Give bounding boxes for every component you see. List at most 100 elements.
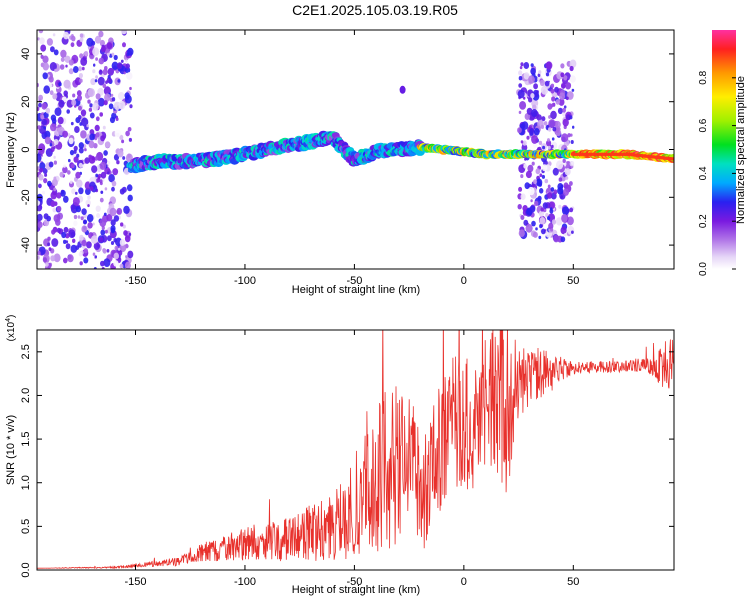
noise-blob <box>535 178 543 187</box>
noise-blob <box>99 179 103 184</box>
noise-blob <box>569 75 576 83</box>
noise-blob <box>94 79 98 83</box>
noise-blob <box>62 166 68 174</box>
noise-blob <box>86 37 94 47</box>
noise-blob <box>560 236 566 243</box>
noise-blob <box>127 47 134 56</box>
noise-blob <box>104 187 108 191</box>
noise-blob <box>530 93 535 99</box>
noise-blob <box>520 193 526 200</box>
noise-blob <box>99 197 104 203</box>
noise-blob <box>68 59 74 66</box>
noise-blob <box>541 164 548 172</box>
noise-blob <box>110 93 114 97</box>
noise-blob <box>60 189 66 197</box>
noise-blob <box>528 97 533 103</box>
noise-blob <box>50 46 55 53</box>
noise-blob <box>80 57 88 66</box>
noise-blob <box>48 83 53 88</box>
noise-blob <box>73 145 78 151</box>
noise-blob <box>107 235 112 242</box>
noise-blob <box>95 75 98 79</box>
noise-blob <box>66 109 70 114</box>
noise-blob <box>56 227 62 233</box>
noise-blob <box>118 100 126 110</box>
noise-blob <box>129 104 133 109</box>
noise-blob <box>37 106 40 111</box>
noise-blob <box>37 221 43 228</box>
noise-blob <box>540 207 544 212</box>
noise-blob <box>530 63 534 67</box>
noise-blob <box>116 160 120 165</box>
noise-blob <box>101 226 105 230</box>
noise-blob <box>125 63 130 69</box>
noise-blob <box>120 59 124 63</box>
noise-blob <box>123 205 130 214</box>
noise-blob <box>104 229 108 234</box>
noise-blob <box>541 228 546 235</box>
noise-blob <box>84 181 92 190</box>
noise-blob <box>102 68 108 76</box>
noise-blob <box>560 72 565 78</box>
noise-blob <box>558 98 565 106</box>
x-tick-label: 0 <box>461 275 467 287</box>
noise-blob <box>100 46 106 53</box>
spectrogram-x-ticks: -150 -100 -50 0 50 <box>124 30 579 287</box>
noise-blob <box>127 127 132 132</box>
noise-blob <box>117 249 123 256</box>
noise-blob <box>75 245 80 251</box>
noise-blob <box>51 238 59 247</box>
noise-blob <box>525 170 532 179</box>
colorbar-ticks: 0.0 0.2 0.4 0.6 0.8 <box>698 70 736 276</box>
noise-blob <box>38 30 44 34</box>
noise-blob <box>47 242 51 247</box>
noise-blob <box>76 179 83 188</box>
noise-blob <box>519 101 527 110</box>
noise-blob <box>538 235 542 240</box>
noise-blob <box>68 137 74 145</box>
noise-blob <box>38 146 45 155</box>
noise-blob <box>538 210 545 217</box>
x-tick-label: 50 <box>567 576 579 588</box>
noise-blob <box>107 160 111 165</box>
noise-blob <box>111 52 115 57</box>
noise-blob <box>83 248 89 254</box>
noise-blob <box>562 158 566 163</box>
noise-blob <box>115 117 119 121</box>
noise-blob <box>50 146 55 152</box>
noise-blob <box>68 229 76 239</box>
noise-blob <box>92 102 99 111</box>
noise-blob <box>534 200 539 207</box>
noise-blob <box>78 73 83 79</box>
noise-blob <box>48 76 54 83</box>
noise-blob <box>71 188 76 195</box>
noise-blob <box>72 197 80 206</box>
noise-blob <box>548 119 556 129</box>
noise-blob <box>123 230 128 236</box>
noise-blob <box>522 140 527 146</box>
noise-blob <box>542 145 546 150</box>
noise-blob <box>543 121 548 126</box>
chart-title: C2E1.2025.105.03.19.R05 <box>292 2 458 18</box>
snr-series-0 <box>37 330 674 570</box>
noise-blob <box>88 140 95 149</box>
noise-blob <box>124 235 131 243</box>
noise-blob <box>563 105 567 109</box>
noise-blob <box>110 241 115 245</box>
noise-blob <box>126 184 133 192</box>
noise-blob <box>44 136 52 145</box>
noise-blob <box>94 35 102 44</box>
noise-blob <box>565 82 572 90</box>
colorbar-tick-label: 0.6 <box>698 118 709 132</box>
colorbar-tick-label: 0.8 <box>698 70 709 84</box>
noise-blob <box>563 182 569 189</box>
noise-blob <box>116 207 123 215</box>
noise-blob <box>102 125 106 130</box>
noise-blob <box>63 79 71 89</box>
noise-blob <box>71 35 76 42</box>
noise-blob <box>62 239 67 244</box>
noise-blob <box>99 112 103 117</box>
noise-blob <box>107 67 115 76</box>
noise-blob <box>523 62 530 69</box>
